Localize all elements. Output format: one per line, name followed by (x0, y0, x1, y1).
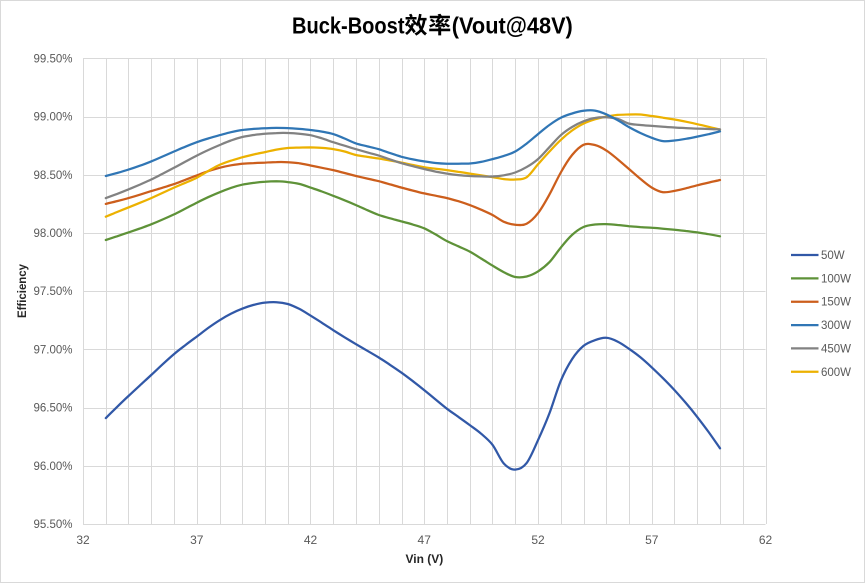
svg-text:96.00%: 96.00% (33, 461, 72, 473)
svg-text:(Vout@48V): (Vout@48V) (452, 12, 573, 38)
svg-text:47: 47 (418, 533, 432, 547)
svg-text:Vin (V): Vin (V) (406, 552, 444, 566)
svg-text:100W: 100W (821, 273, 851, 285)
svg-text:32: 32 (76, 533, 90, 547)
svg-text:57: 57 (645, 533, 659, 547)
svg-text:50W: 50W (821, 250, 845, 262)
svg-text:300W: 300W (821, 320, 851, 332)
svg-text:450W: 450W (821, 343, 851, 355)
svg-text:99.00%: 99.00% (33, 112, 72, 124)
svg-text:97.50%: 97.50% (33, 286, 72, 298)
svg-text:42: 42 (304, 533, 318, 547)
svg-text:99.50%: 99.50% (33, 53, 72, 65)
svg-text:37: 37 (190, 533, 204, 547)
svg-text:95.50%: 95.50% (33, 519, 72, 531)
svg-text:98.00%: 98.00% (33, 228, 72, 240)
svg-text:150W: 150W (821, 297, 851, 309)
svg-text:96.50%: 96.50% (33, 403, 72, 415)
svg-text:62: 62 (759, 533, 773, 547)
svg-text:Buck-Boost: Buck-Boost (292, 12, 405, 38)
svg-text:600W: 600W (821, 367, 851, 379)
svg-text:97.00%: 97.00% (33, 344, 72, 356)
svg-text:Efficiency: Efficiency (15, 264, 29, 318)
svg-text:52: 52 (531, 533, 545, 547)
svg-text:98.50%: 98.50% (33, 170, 72, 182)
